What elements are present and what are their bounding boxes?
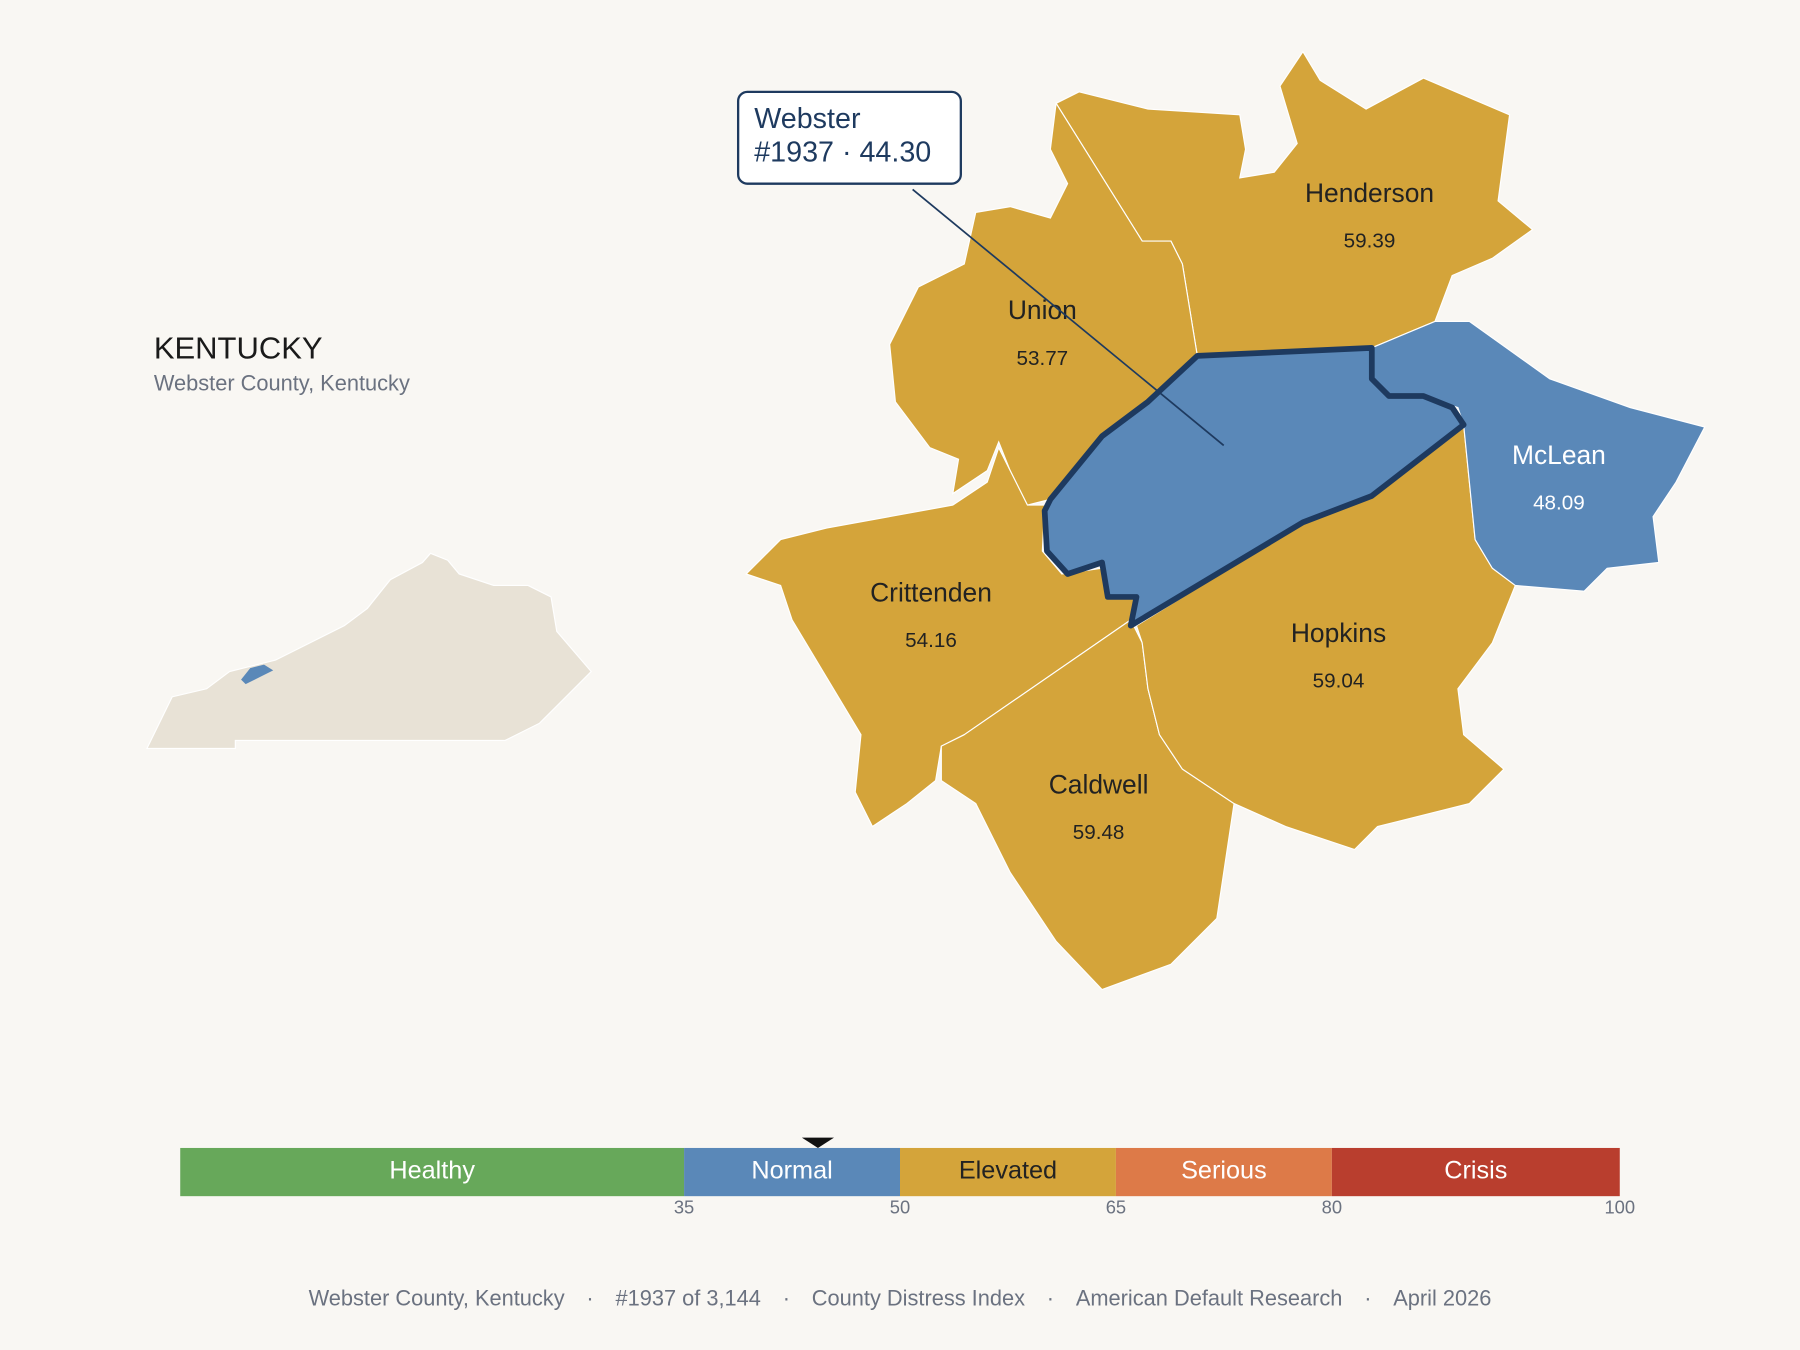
county-value: 59.04	[1313, 669, 1365, 692]
counties: Henderson 59.39 Union 53.77 Crittenden 54.16 H…	[745, 50, 1706, 991]
county-name: Hopkins	[1291, 618, 1386, 648]
band-label: Healthy	[389, 1157, 475, 1185]
footer-separator: ·	[565, 1285, 616, 1310]
scale-band	[684, 1147, 900, 1197]
county-name: McLean	[1512, 440, 1606, 470]
scale-tick-label: 50	[890, 1197, 910, 1218]
scale-tick-label: 35	[674, 1197, 694, 1218]
footer-separator: ·	[1342, 1285, 1393, 1310]
state-subtitle: Webster County, Kentucky	[154, 370, 410, 395]
footer-part: April 2026	[1393, 1285, 1491, 1310]
scale-band	[900, 1147, 1116, 1197]
county-value: 54.16	[905, 629, 957, 652]
county-value: 59.48	[1073, 821, 1125, 844]
scale-band	[1331, 1147, 1620, 1197]
scale-tick-label: 100	[1604, 1197, 1635, 1218]
callout-box	[736, 90, 962, 185]
state-title: KENTUCKY	[154, 330, 323, 365]
footer: Webster County, Kentucky · #1937 of 3,14…	[309, 1285, 1492, 1310]
band-label: Elevated	[959, 1157, 1057, 1185]
county-value: 53.77	[1016, 347, 1068, 370]
footer-part: #1937 of 3,144	[615, 1285, 760, 1310]
band-label: Serious	[1181, 1157, 1267, 1185]
county-value: 48.09	[1533, 491, 1585, 514]
footer-part: Webster County, Kentucky	[309, 1285, 565, 1310]
inset-highlight	[241, 664, 274, 685]
footer-part: American Default Research	[1076, 1285, 1343, 1310]
scale-tick-label: 80	[1322, 1197, 1342, 1218]
band-label: Crisis	[1444, 1157, 1507, 1185]
county-name: Henderson	[1305, 178, 1434, 208]
callout-label: #1937 · 44.30	[754, 136, 931, 168]
county-name: Caldwell	[1049, 769, 1149, 799]
county-name: Union	[1008, 295, 1077, 325]
county-name: Crittenden	[870, 578, 992, 608]
callout-leader	[912, 188, 1225, 447]
scale-band	[180, 1147, 685, 1197]
county-shape[interactable]	[1041, 344, 1467, 629]
scale-band	[1115, 1147, 1332, 1197]
footer-separator: ·	[761, 1285, 812, 1310]
footer-part: County Distress Index	[812, 1285, 1025, 1310]
score-marker	[801, 1137, 835, 1148]
band-label: Normal	[751, 1157, 832, 1185]
county-value: 59.39	[1344, 230, 1396, 253]
callout-name: Webster	[754, 103, 861, 135]
scale-tick-label: 65	[1106, 1197, 1126, 1218]
footer-separator: ·	[1025, 1285, 1076, 1310]
state-inset	[146, 552, 592, 750]
scale-bar: Healthy Normal Elevated Serious Crisis 35 50 65…	[180, 1137, 1635, 1218]
